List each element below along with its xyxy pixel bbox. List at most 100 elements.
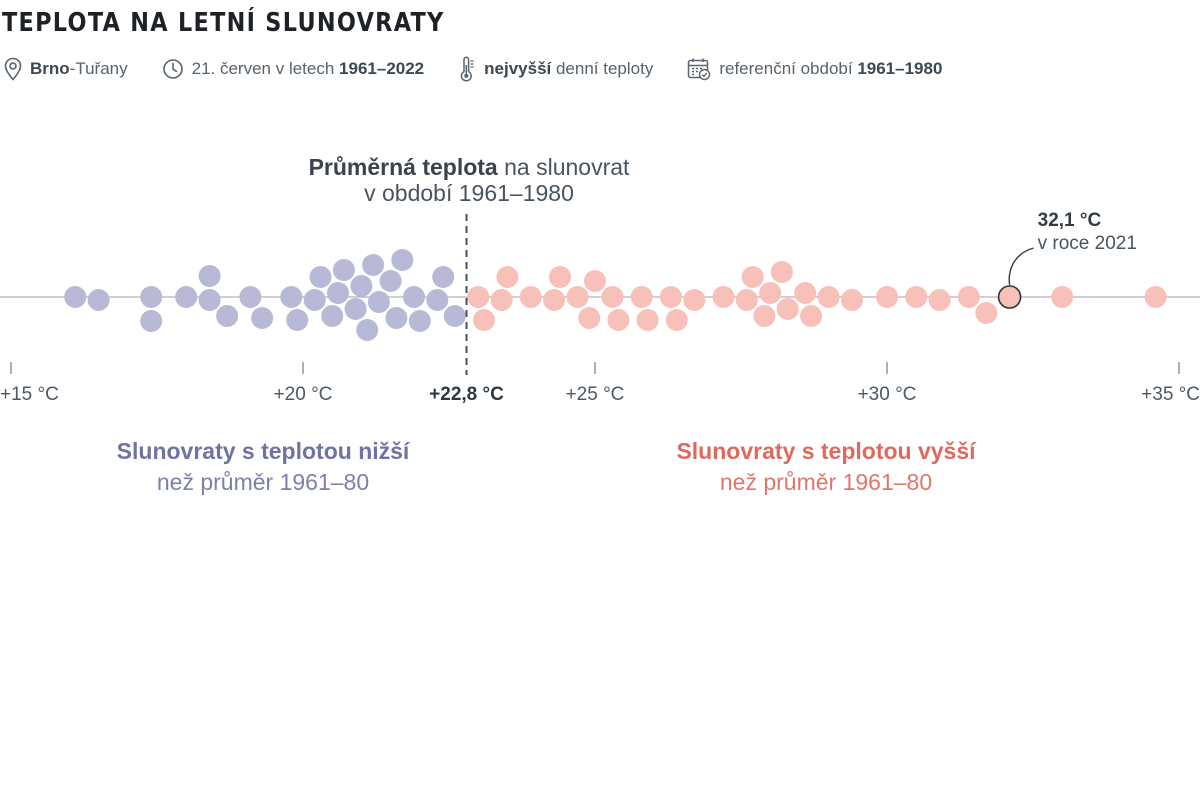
meta-measure-rest: denní teploty <box>551 59 654 78</box>
meta-reference-prefix: referenční období <box>719 59 858 78</box>
point-below <box>286 309 309 331</box>
meta-location-bold: Brno <box>30 59 70 78</box>
point-below <box>216 305 239 327</box>
point-above <box>578 307 601 329</box>
legend-below: Slunovraty s teplotou nižší než průměr 1… <box>117 436 410 498</box>
clock-icon <box>162 59 183 79</box>
point-above <box>566 286 589 308</box>
point-below <box>251 307 274 329</box>
point-above <box>1144 286 1167 308</box>
point-below <box>309 266 332 288</box>
point-below <box>379 270 402 292</box>
meta-date: 21. červen v letech 1961–2022 <box>162 58 425 80</box>
x-tick-label-4: +35 °C <box>1141 384 1200 405</box>
reference-label: +22,8 °C <box>429 384 504 405</box>
map-pin-icon <box>4 57 22 81</box>
chart-title: TEPLOTA NA LETNÍ SLUNOVRATY <box>2 8 445 38</box>
point-above <box>817 286 840 308</box>
meta-reference: referenční období 1961–1980 <box>687 57 942 81</box>
point-above <box>770 261 793 283</box>
highlight-year-label: v roce 2021 <box>1038 233 1137 254</box>
point-above <box>759 282 782 304</box>
point-above <box>712 286 735 308</box>
point-above <box>800 305 823 327</box>
legend-below-subtitle: než průměr 1961–80 <box>156 469 370 495</box>
meta-date-bold: 1961–2022 <box>339 59 425 78</box>
point-above <box>630 286 653 308</box>
calendar-check-icon <box>688 58 711 81</box>
point-below <box>327 282 349 304</box>
point-below <box>239 286 262 308</box>
point-above <box>957 286 980 308</box>
x-tick-label-1: +20 °C <box>274 384 333 405</box>
point-above <box>659 286 682 308</box>
x-tick-label-3: +30 °C <box>858 384 917 405</box>
highlight-connector <box>1008 247 1034 286</box>
highlight-value-label: 32,1 °C <box>1038 210 1102 231</box>
point-above <box>467 286 490 308</box>
point-below <box>426 289 449 311</box>
point-above <box>1051 286 1074 308</box>
point-above <box>905 286 928 308</box>
point-below <box>367 291 390 313</box>
legend-above-title: Slunovraty s teplotou vyšší <box>676 438 976 464</box>
point-above <box>735 289 758 311</box>
meta-location: Brno-Tuřany <box>4 57 128 81</box>
point-below <box>362 254 385 276</box>
point-below <box>64 286 87 308</box>
point-below <box>140 286 163 308</box>
meta-bar: Brno-Tuřany 21. červen v letech 1961–202… <box>4 56 942 82</box>
point-below <box>332 259 355 281</box>
point-below <box>140 310 163 332</box>
point-below <box>344 298 367 320</box>
chart-overlay: +22,8 °C 32,1 °Cv roce 2021 <box>429 210 1137 405</box>
meta-measure-bold: nejvyšší <box>484 59 552 78</box>
data-points <box>64 249 1167 341</box>
point-above <box>496 266 519 288</box>
point-below <box>443 305 466 327</box>
point-above <box>975 302 998 324</box>
reference-note-line2: v období 1961–1980 <box>364 180 574 206</box>
legend-above: Slunovraty s teplotou vyšší než průměr 1… <box>676 436 975 498</box>
point-below <box>391 249 414 271</box>
meta-reference-bold: 1961–1980 <box>857 59 943 78</box>
meta-measure: nejvyšší denní teploty <box>458 56 653 82</box>
point-above <box>741 266 764 288</box>
point-below <box>87 289 110 311</box>
point-below <box>385 307 408 329</box>
point-below <box>356 319 379 341</box>
point-below <box>175 286 198 308</box>
highlight-point <box>997 285 1022 309</box>
point-above <box>876 286 898 308</box>
x-tick-label-0: +15 °C <box>0 384 59 405</box>
meta-date-prefix: 21. červen v letech <box>191 59 340 78</box>
point-above <box>519 286 542 308</box>
point-above <box>543 289 566 311</box>
meta-location-rest: -Tuřany <box>69 59 128 78</box>
point-below <box>350 275 373 297</box>
point-above <box>473 309 495 331</box>
point-above <box>753 305 776 327</box>
legend-below-title: Slunovraty s teplotou nižší <box>116 438 410 464</box>
point-below <box>198 289 221 311</box>
x-tick-label-2: +25 °C <box>566 384 625 405</box>
point-above <box>601 286 624 308</box>
point-below <box>403 286 425 308</box>
point-above <box>636 309 659 331</box>
point-below <box>321 305 344 327</box>
point-below <box>432 266 455 288</box>
point-above <box>607 309 630 331</box>
legend-above-subtitle: než průměr 1961–80 <box>719 469 933 495</box>
point-above <box>584 270 606 292</box>
x-axis-ticks: +15 °C +20 °C +25 °C +30 °C +35 °C <box>0 362 1200 405</box>
beeswarm-chart: Průměrná teplota na slunovrat v období 1… <box>0 154 1200 405</box>
point-above <box>665 309 688 331</box>
reference-note-line1: Průměrná teplota na slunovrat <box>309 154 630 180</box>
point-above <box>794 282 817 304</box>
point-below <box>280 286 303 308</box>
point-above <box>776 298 799 320</box>
point-below <box>303 289 326 311</box>
point-above <box>549 266 571 288</box>
point-above <box>490 289 513 311</box>
thermometer-icon <box>460 56 474 82</box>
